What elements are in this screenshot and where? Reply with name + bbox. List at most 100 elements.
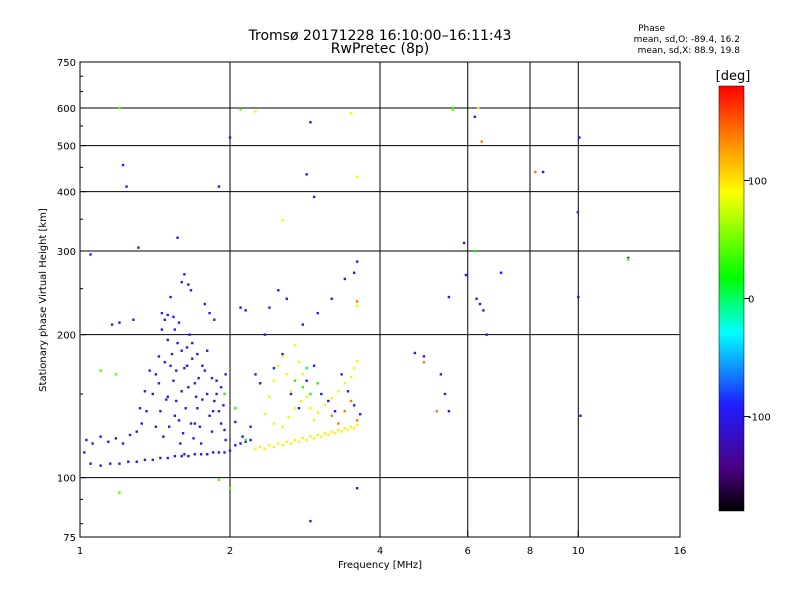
data-point — [289, 390, 293, 393]
data-point — [541, 170, 545, 174]
data-point — [143, 458, 147, 462]
data-point — [217, 478, 221, 481]
y-tick-label: 500 — [57, 142, 76, 153]
data-point — [485, 333, 488, 336]
data-point — [160, 328, 164, 331]
data-point — [223, 451, 226, 454]
data-point — [343, 427, 347, 430]
data-point — [194, 395, 198, 398]
data-point — [346, 390, 350, 393]
data-point — [180, 349, 183, 352]
data-point — [259, 382, 262, 385]
data-point — [272, 445, 276, 449]
data-point — [177, 419, 181, 422]
data-point — [109, 462, 112, 465]
data-point — [309, 435, 312, 438]
data-point — [482, 309, 485, 312]
data-point — [151, 392, 155, 396]
data-point — [263, 333, 267, 336]
chart-subtitle: RwPretec (8p) — [330, 41, 430, 57]
data-point — [337, 422, 340, 425]
data-point — [176, 236, 179, 239]
data-point — [249, 438, 252, 442]
data-point — [89, 253, 92, 256]
data-point — [337, 390, 340, 393]
data-point — [349, 399, 353, 403]
data-point — [217, 410, 221, 413]
data-point — [239, 442, 242, 445]
data-point — [443, 392, 447, 396]
data-point — [320, 392, 323, 396]
data-point — [281, 355, 284, 358]
data-point — [293, 438, 297, 442]
data-point — [316, 311, 319, 315]
data-point — [473, 249, 477, 253]
data-point — [196, 407, 199, 410]
data-point — [272, 366, 276, 370]
y-tick-label: 400 — [57, 188, 76, 199]
x-tick-label: 8 — [527, 546, 533, 557]
phase-stats-x: mean, sd,X: 88.9, 19.8 — [638, 46, 740, 56]
data-point — [239, 108, 242, 111]
data-point — [254, 373, 257, 376]
data-point — [285, 373, 288, 376]
x-tick-label: 2 — [227, 546, 233, 557]
data-point — [205, 349, 209, 352]
data-point — [135, 430, 138, 433]
data-point — [234, 407, 237, 410]
phase-stats-o: mean, sd,O: -89.4, 16.2 — [634, 35, 740, 45]
data-point — [305, 438, 308, 442]
data-point — [281, 352, 284, 356]
data-point — [166, 395, 169, 398]
data-point — [165, 398, 168, 401]
data-point — [330, 430, 333, 433]
data-point — [219, 386, 223, 389]
data-point — [413, 351, 417, 355]
data-point — [187, 454, 190, 458]
data-point — [355, 359, 359, 363]
data-point — [330, 396, 333, 400]
data-point — [191, 341, 194, 345]
data-point — [578, 136, 581, 139]
data-point — [352, 427, 356, 430]
data-point — [211, 410, 215, 413]
data-point — [189, 422, 193, 425]
data-point — [358, 413, 362, 416]
data-point — [346, 428, 350, 432]
y-axis-ticks: 75 100 200 300 400 500 600 750 — [57, 58, 86, 544]
data-point — [110, 323, 114, 326]
data-point — [184, 407, 187, 410]
data-point — [285, 297, 288, 300]
data-point — [196, 352, 199, 356]
data-point — [166, 338, 169, 342]
data-point — [301, 386, 305, 389]
data-point — [188, 333, 191, 336]
data-point — [114, 373, 118, 376]
data-point — [337, 428, 340, 432]
grid-lines — [80, 62, 680, 537]
data-point — [185, 346, 189, 349]
data-point — [160, 311, 164, 315]
x-tick-label: 4 — [377, 546, 383, 557]
data-point — [183, 366, 186, 370]
data-point — [277, 289, 280, 292]
data-point — [330, 414, 333, 417]
data-point — [576, 211, 580, 214]
data-point — [223, 392, 226, 396]
data-point — [107, 440, 110, 443]
data-point — [355, 304, 359, 308]
data-point — [234, 420, 237, 424]
data-point — [166, 313, 169, 317]
data-point — [91, 442, 94, 445]
phase-stats-o-values: -89.4, 16.2 — [690, 35, 740, 45]
data-point — [323, 404, 327, 407]
y-tick-label: 75 — [63, 533, 76, 544]
data-point — [118, 491, 121, 494]
data-point — [159, 410, 162, 413]
data-point — [125, 185, 128, 188]
chart-title: Tromsø 20171228 16:10:00–16:11:43 — [248, 28, 512, 44]
data-point — [451, 108, 455, 111]
data-point — [118, 462, 121, 465]
data-point — [180, 390, 183, 393]
data-point — [180, 454, 183, 458]
